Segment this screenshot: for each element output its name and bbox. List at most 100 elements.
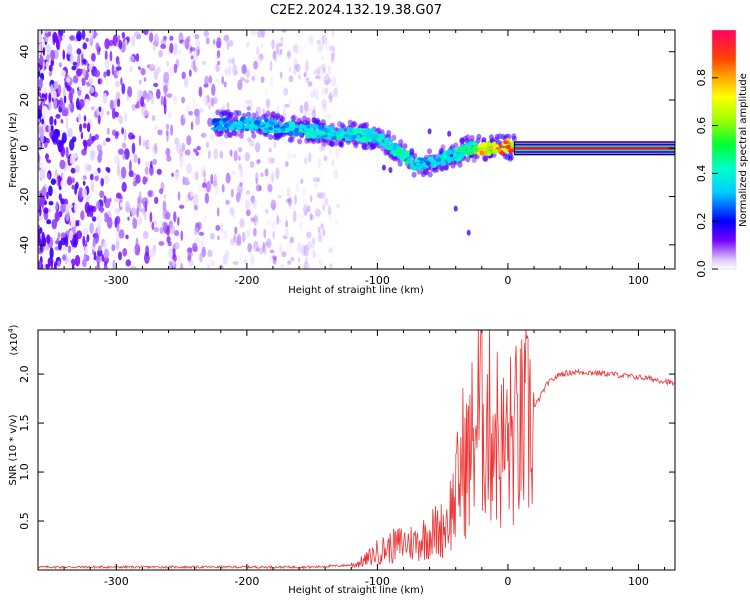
colorbar-tick-label: 0.8 <box>695 69 708 87</box>
noise-blob <box>84 245 91 256</box>
noise-blob <box>245 69 251 78</box>
noise-blob <box>77 54 81 67</box>
noise-blob <box>62 254 66 261</box>
noise-blob <box>277 194 282 199</box>
ridge-outlier <box>381 164 386 171</box>
noise-blob <box>166 212 171 220</box>
y-tick-label: 1.0 <box>18 463 31 481</box>
noise-blob <box>79 123 83 133</box>
ridge-blob <box>335 135 340 140</box>
noise-blob <box>335 220 339 229</box>
ridge-blob <box>505 154 511 161</box>
noise-blob <box>81 220 86 226</box>
noise-blob <box>188 259 194 267</box>
noise-blob <box>272 204 276 212</box>
noise-blob <box>248 218 252 230</box>
noise-blob <box>77 113 82 123</box>
noise-blob <box>277 48 282 57</box>
noise-blob <box>48 64 53 72</box>
ridge-blob <box>427 148 432 155</box>
noise-blob <box>190 121 194 131</box>
ridge-blob <box>376 127 382 134</box>
ridge-blob <box>231 130 237 136</box>
noise-blob <box>285 220 289 228</box>
noise-blob <box>269 60 273 72</box>
noise-blob <box>283 87 289 96</box>
noise-blob <box>263 228 267 239</box>
noise-blob <box>71 265 75 269</box>
noise-blob <box>71 224 76 235</box>
noise-blob <box>86 196 90 202</box>
noise-blob <box>148 30 155 33</box>
noise-blob <box>222 254 228 265</box>
spectrogram-y-ticks: -40 -20 0 20 40 <box>18 45 675 254</box>
noise-blob <box>253 60 258 70</box>
y-tick-label: 0.5 <box>18 512 31 530</box>
noise-blob <box>114 80 120 88</box>
noise-blob <box>333 169 339 179</box>
ridge-blob <box>462 145 467 150</box>
noise-blob <box>263 244 267 255</box>
noise-blob <box>238 147 243 153</box>
ridge-blob <box>505 144 511 150</box>
noise-blob <box>91 216 97 222</box>
noise-blob <box>254 142 261 153</box>
ridge-blob <box>221 110 227 117</box>
x-tick-label: -300 <box>104 274 129 287</box>
noise-blob <box>51 134 58 143</box>
noise-blob <box>158 241 165 246</box>
noise-blob <box>121 181 127 193</box>
noise-blob <box>121 127 124 135</box>
noise-blob <box>56 137 59 146</box>
noise-blob <box>271 171 275 184</box>
noise-blob <box>241 139 247 144</box>
noise-blob <box>70 258 76 267</box>
noise-blob <box>187 251 193 257</box>
noise-blob <box>97 78 101 85</box>
noise-blob <box>194 171 199 181</box>
noise-blob <box>223 230 227 239</box>
ridge-blob <box>483 156 489 163</box>
noise-blob <box>71 184 75 190</box>
noise-blob <box>297 44 304 56</box>
noise-blob <box>203 83 209 88</box>
noise-blob <box>296 200 300 208</box>
snr-x-axis-label: Height of straight line (km) <box>288 585 424 596</box>
ridge-blob <box>359 137 366 143</box>
ridge-blob <box>459 138 465 145</box>
noise-blob <box>115 66 122 71</box>
noise-blob <box>62 86 66 98</box>
noise-blob <box>149 164 154 176</box>
ridge-blob <box>397 150 401 155</box>
noise-blob <box>60 232 66 238</box>
noise-blob <box>193 204 198 211</box>
noise-blob <box>69 153 76 165</box>
ridge-blob <box>338 127 344 133</box>
noise-blob <box>180 157 185 167</box>
noise-blob <box>42 236 47 247</box>
snr-y-scale-close: ) <box>9 324 20 328</box>
noise-blob <box>125 234 129 240</box>
noise-blob <box>293 64 297 70</box>
noise-blob <box>72 61 78 66</box>
noise-blob <box>159 188 164 195</box>
noise-blob <box>299 104 304 114</box>
noise-blob <box>38 55 44 66</box>
noise-blob <box>281 30 287 33</box>
noise-blob <box>153 226 159 233</box>
noise-blob <box>154 142 158 155</box>
noise-blob <box>51 90 57 100</box>
noise-blob <box>61 132 67 144</box>
noise-blob <box>71 88 75 94</box>
ridge-blob <box>268 121 275 126</box>
noise-blob <box>159 226 164 235</box>
noise-blob <box>38 138 41 150</box>
noise-blob <box>300 190 306 198</box>
noise-blob <box>142 176 147 185</box>
ridge-blob <box>471 141 478 147</box>
noise-blob <box>139 191 142 203</box>
noise-blob <box>286 242 292 255</box>
noise-blob <box>180 97 186 104</box>
noise-blob <box>311 109 316 120</box>
